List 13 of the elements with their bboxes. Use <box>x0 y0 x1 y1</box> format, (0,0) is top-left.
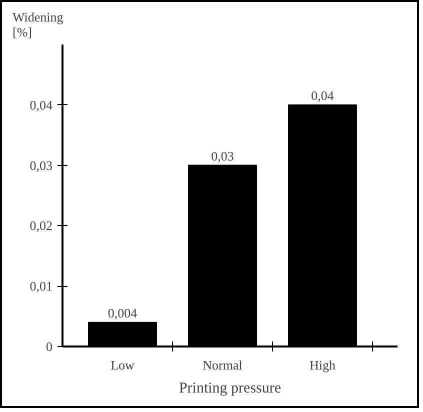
x-axis-title: Printing pressure <box>178 380 282 396</box>
data-label: 0,03 <box>211 148 234 164</box>
x-tick-label: Normal <box>202 358 243 372</box>
y-tick-label: 0,03 <box>30 158 52 173</box>
data-label: 0,004 <box>108 305 138 320</box>
x-tick-label: Low <box>110 358 136 372</box>
data-label: 0,04 <box>311 88 334 103</box>
y-tick-label: 0,01 <box>30 278 52 294</box>
y-axis-title: Widening [%] <box>12 10 64 40</box>
y-tick-label: 0,04 <box>30 97 53 112</box>
y-tick-label: 0,02 <box>30 218 52 234</box>
x-tick-label: High <box>310 358 336 372</box>
y-tick-label: 0 <box>46 339 52 354</box>
